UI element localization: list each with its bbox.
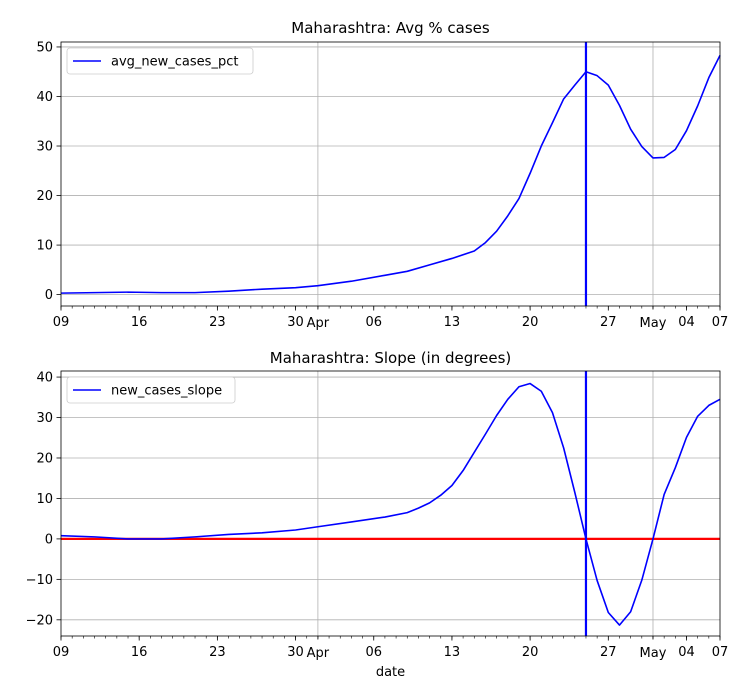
legend-label: new_cases_slope — [111, 384, 222, 399]
x-tick-label: 13 — [444, 645, 461, 660]
x-tick-label: 23 — [209, 315, 226, 330]
x-tick-label: 09 — [53, 315, 70, 330]
legend-box — [66, 47, 254, 75]
x-axis-label: date — [376, 665, 405, 680]
y-axis-ticks: 0 10 20 30 40 50 — [36, 40, 61, 303]
legend-label: avg_new_cases_pct — [111, 55, 238, 70]
x-tick-label: Apr — [307, 316, 330, 331]
x-tick-label: May — [640, 316, 667, 331]
chart-title: Maharashtra: Avg % cases — [291, 19, 490, 37]
legend: avg_new_cases_pct — [66, 47, 254, 75]
x-tick-label: 04 — [678, 315, 695, 330]
x-tick-label: May — [640, 646, 667, 661]
x-tick-label: 30 — [287, 315, 304, 330]
y-tick-label: 20 — [36, 451, 53, 466]
y-tick-label: −10 — [26, 573, 53, 588]
x-tick-label: 13 — [444, 315, 461, 330]
series-line-new_cases_slope — [60, 382, 721, 626]
avg-cases-chart: Maharashtra: Avg % cases 09 16 23 30 Apr 06 13… — [36, 19, 728, 331]
x-tick-label: 20 — [522, 315, 539, 330]
y-tick-label: 20 — [36, 189, 53, 204]
x-tick-label: 16 — [131, 315, 148, 330]
x-tick-label: 30 — [287, 645, 304, 660]
x-tick-label: 07 — [712, 645, 729, 660]
series-line-avg_new_cases_pct — [60, 55, 721, 294]
x-tick-label: 06 — [365, 645, 382, 660]
gridlines — [61, 42, 720, 306]
x-tick-label: 07 — [712, 315, 729, 330]
x-tick-label: 20 — [522, 645, 539, 660]
y-tick-label: 50 — [36, 40, 53, 55]
y-tick-label: 0 — [45, 288, 53, 303]
x-tick-label: 27 — [600, 315, 617, 330]
y-tick-label: 30 — [36, 411, 53, 426]
x-tick-label: 23 — [209, 645, 226, 660]
x-tick-label: 16 — [131, 645, 148, 660]
legend-box — [66, 376, 236, 404]
x-tick-label: 04 — [678, 645, 695, 660]
chart-title: Maharashtra: Slope (in degrees) — [270, 349, 512, 367]
slope-chart: Maharashtra: Slope (in degrees) date 09 1… — [26, 349, 729, 680]
y-axis-ticks: −20 −10 0 10 20 30 40 — [26, 371, 61, 628]
y-tick-label: 10 — [36, 239, 53, 254]
x-tick-label: 27 — [600, 645, 617, 660]
plot-frame — [60, 370, 721, 637]
x-tick-label: 09 — [53, 645, 70, 660]
y-tick-label: 40 — [36, 90, 53, 105]
legend: new_cases_slope — [66, 376, 236, 404]
x-axis-ticks: 09 16 23 30 Apr 06 13 20 27 May 04 07 — [53, 636, 729, 661]
x-tick-label: 06 — [365, 315, 382, 330]
plot-frame — [60, 41, 721, 307]
y-tick-label: 0 — [45, 532, 53, 547]
y-tick-label: 10 — [36, 492, 53, 507]
x-axis-ticks: 09 16 23 30 Apr 06 13 20 27 May 04 07 — [53, 306, 729, 331]
y-tick-label: 30 — [36, 140, 53, 155]
x-tick-label: Apr — [307, 646, 330, 661]
gridlines — [61, 371, 720, 636]
y-tick-label: −20 — [26, 613, 53, 628]
y-tick-label: 40 — [36, 371, 53, 386]
